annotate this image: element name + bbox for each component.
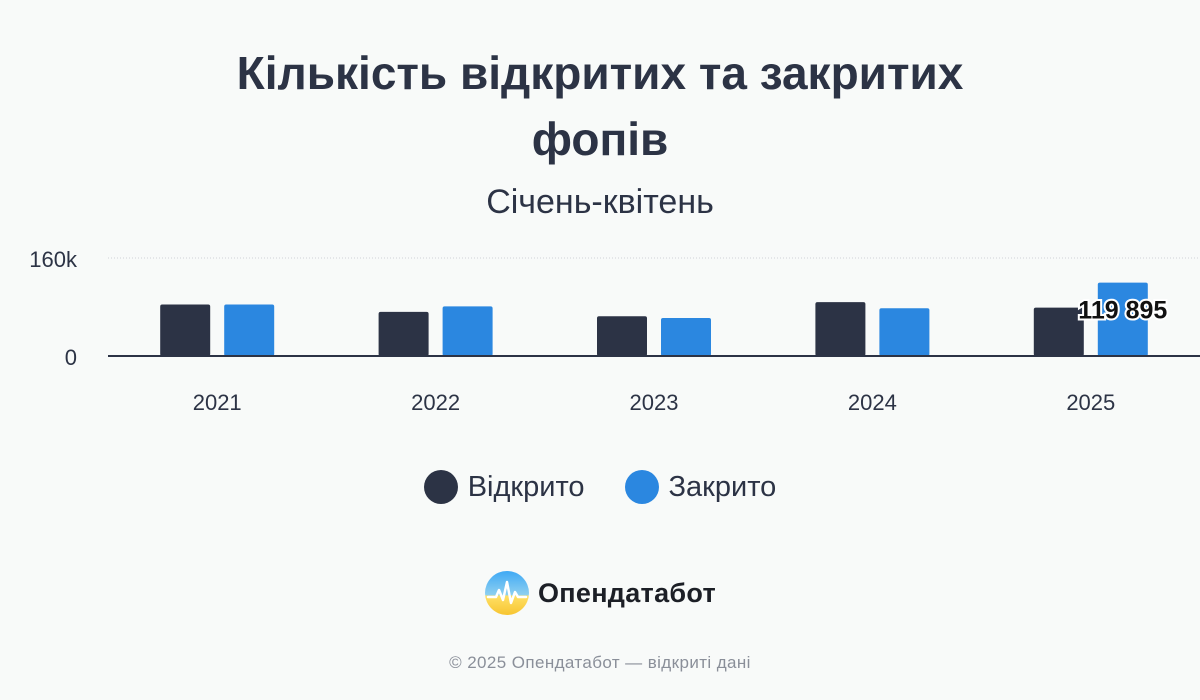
legend-item-closed[interactable]: Закрито xyxy=(624,470,777,504)
legend-dot-opened-icon xyxy=(423,470,458,504)
bar-opened-2021 xyxy=(160,304,211,356)
bar-closed-2023 xyxy=(661,318,711,356)
brand-name: Опендатабот xyxy=(537,577,717,608)
bar-closed-2021 xyxy=(224,304,275,356)
chart-title-line-1: Кількість відкритих та закритих xyxy=(236,47,964,99)
bar-opened-2025 xyxy=(1033,307,1084,356)
legend: Відкрито Закрито xyxy=(0,470,1200,504)
x-tick-label-2022: 2022 xyxy=(411,390,460,415)
footer-copyright: © 2025 Опендатабот — відкриті дані xyxy=(449,653,751,672)
x-tick-label-2024: 2024 xyxy=(848,390,897,415)
data-label-2025: 119 895 xyxy=(1078,297,1167,325)
chart-title: Кількість відкритих та закритих фопів xyxy=(0,40,1200,172)
bar-opened-2022 xyxy=(378,311,429,356)
bar-chart: 0 160k 2021 2022 2023 2024 2025 119 895 xyxy=(29,247,1200,415)
legend-dot-closed-icon xyxy=(624,470,659,504)
x-tick-label-2023: 2023 xyxy=(630,390,679,415)
bar-closed-2022 xyxy=(442,306,493,356)
legend-label-closed: Закрито xyxy=(668,470,777,503)
y-tick-label: 0 xyxy=(65,345,77,370)
y-tick-label: 160k xyxy=(29,247,78,272)
bar-closed-2024 xyxy=(879,308,930,356)
bar-opened-2024 xyxy=(815,302,866,356)
bar-opened-2023 xyxy=(597,316,647,356)
x-tick-label-2025: 2025 xyxy=(1066,390,1115,415)
opendatabot-logo-icon xyxy=(484,571,529,615)
legend-label-opened: Відкрито xyxy=(467,470,585,503)
bar-closed-2025 xyxy=(1097,282,1148,356)
x-tick-label-2021: 2021 xyxy=(193,390,242,415)
chart-title-line-2: фопів xyxy=(531,113,669,165)
legend-item-opened[interactable]: Відкрито xyxy=(423,470,585,504)
chart-subtitle: Січень-квітень xyxy=(486,183,714,221)
brand: Опендатабот xyxy=(0,570,1200,616)
